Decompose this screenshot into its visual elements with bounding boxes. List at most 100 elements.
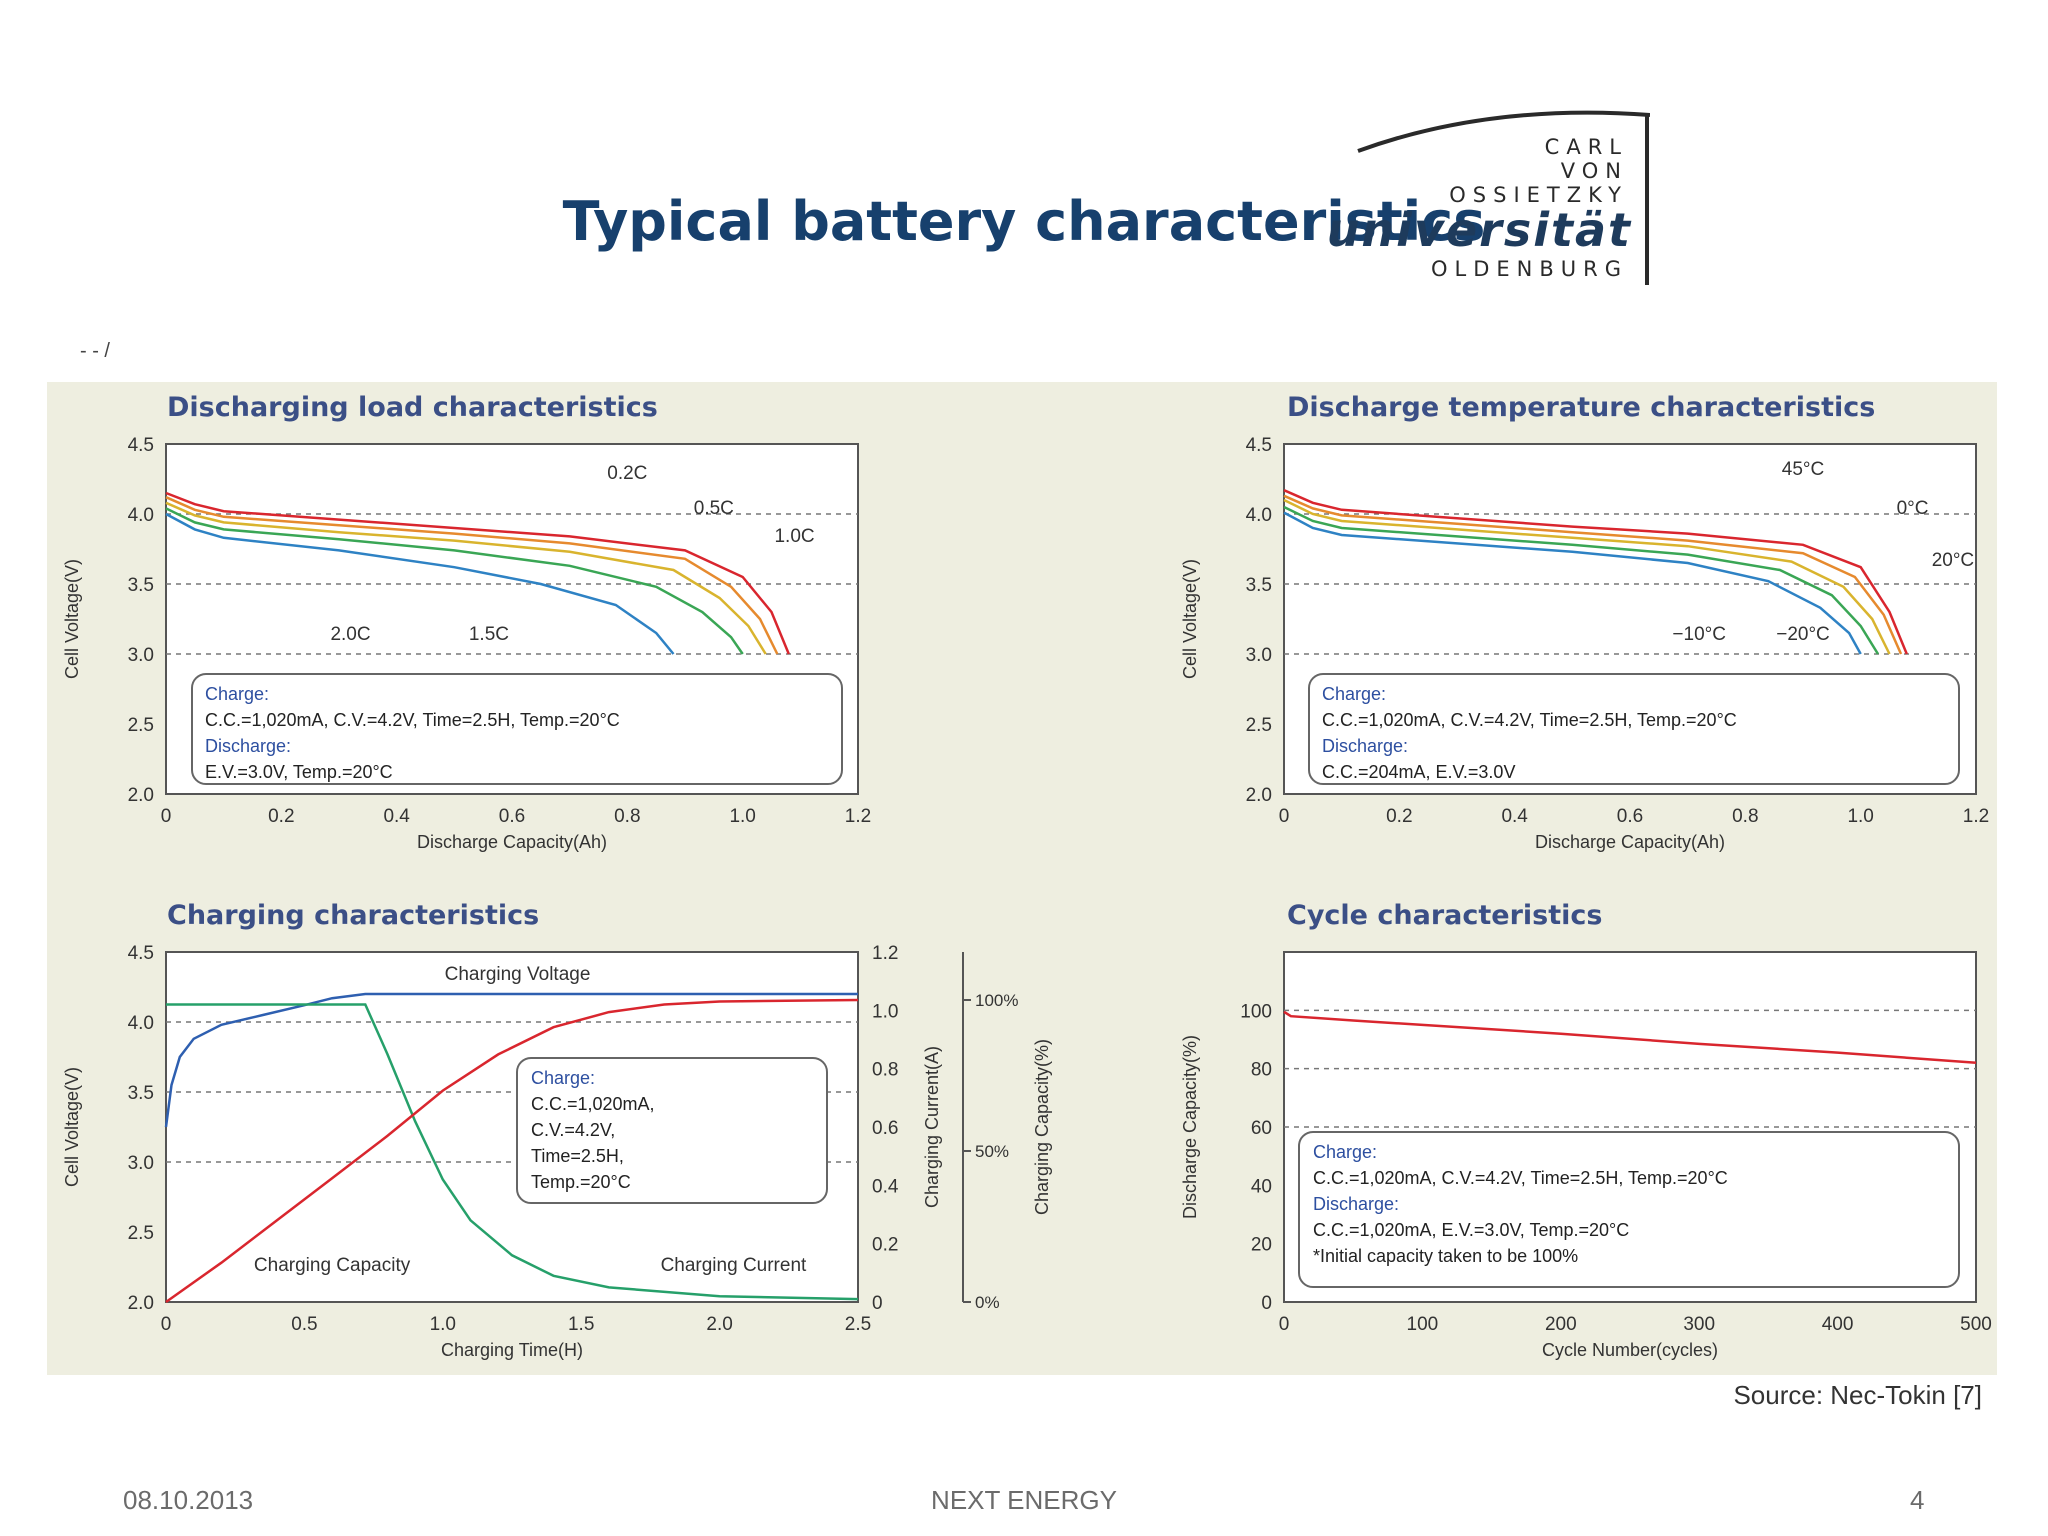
c1-curve-annotation: 1.0C (774, 526, 814, 547)
c3-y2tick-label: 1.0 (872, 1001, 898, 1022)
c1-ytick-label: 2.5 (128, 715, 154, 736)
c1-series-line-3 (165, 507, 744, 655)
c2-ytick-label: 2.0 (1246, 785, 1272, 806)
c3-series-line-1 (166, 1003, 859, 1301)
c3-xtick-label: 0 (161, 1314, 172, 1335)
c3-series-label: Charging Capacity (254, 1255, 411, 1276)
c1-series-line-1 (165, 496, 779, 655)
c2-conditions-line: C.C.=204mA, E.V.=3.0V (1322, 762, 1515, 782)
c1-conditions-line: Discharge: (205, 736, 291, 756)
c3-series-label: Charging Voltage (445, 964, 591, 985)
c3-x-axis-label: Charging Time(H) (441, 1340, 583, 1360)
c2-series-line-3 (1283, 505, 1880, 655)
c3-y2tick-label: 1.2 (872, 943, 898, 964)
c3-y2tick-label: 0.4 (872, 1176, 899, 1197)
c3-xtick-label: 2.5 (845, 1314, 871, 1335)
c4-conditions-line: C.C.=1,020mA, E.V.=3.0V, Temp.=20°C (1313, 1220, 1629, 1240)
c4-series-line-0 (1283, 1010, 1977, 1065)
footer-center-label: NEXT ENERGY (931, 1485, 1117, 1515)
logo-text-von: VON (1560, 159, 1628, 183)
c3-y-axis-label: Cell Voltage(V) (62, 1067, 82, 1187)
c2-xtick-label: 0.8 (1732, 806, 1758, 827)
logo-arc-graphic (1357, 110, 1650, 285)
logo-text-universitat: universität (1326, 203, 1632, 257)
c1-xtick-label: 0 (161, 806, 172, 827)
c1-curve-annotation: 0.2C (607, 463, 647, 484)
c3-ytick-label: 3.0 (128, 1153, 154, 1174)
c2-series-line-0 (1283, 489, 1908, 655)
c3-series-line-0 (164, 992, 858, 1128)
charts-canvas: Discharging load characteristics 2.0 2.5 3.… (62, 392, 1992, 1360)
c3-ytick-label: 4.0 (128, 1013, 154, 1034)
c1-series-line-0 (165, 491, 790, 655)
battery-charts-panel: Discharging load characteristics 2.0 2.5 3.… (47, 382, 1997, 1375)
c4-xtick-label: 100 (1407, 1314, 1439, 1335)
c1-curve-annotation: 0.5C (694, 498, 734, 519)
logo-text-carl: CARL (1544, 135, 1628, 159)
c3-conditions-line: Charge: (531, 1068, 595, 1088)
c2-curve-annotation: −10°C (1672, 624, 1726, 645)
c1-conditions-box (191, 673, 843, 785)
logo-text-ossietzky: OSSIETZKY (1449, 183, 1628, 207)
c1-curve-annotation: 2.0C (330, 624, 370, 645)
c3-y3-axis-label: Charging Capacity(%) (1032, 1039, 1052, 1215)
c1-series-line-2 (165, 501, 767, 655)
c4-ytick-label: 0 (1261, 1293, 1272, 1314)
c4-xtick-label: 200 (1545, 1314, 1577, 1335)
c2-xtick-label: 0.2 (1386, 806, 1412, 827)
c4-conditions-box (1298, 1131, 1960, 1288)
c4-ytick-label: 20 (1251, 1235, 1272, 1256)
c1-title: Discharging load characteristics (167, 392, 658, 423)
c1-conditions-line: Charge: (205, 684, 269, 704)
c3-series-line-2 (165, 998, 859, 1304)
c4-xtick-label: 300 (1683, 1314, 1715, 1335)
c2-curve-annotation: 20°C (1932, 550, 1974, 571)
c1-ytick-label: 3.5 (128, 575, 154, 596)
logo-text-oldenburg: OLDENBURG (1430, 257, 1628, 281)
c2-curve-annotation: 0°C (1897, 498, 1929, 519)
c4-xtick-label: 500 (1960, 1314, 1992, 1335)
footer-date: 08.10.2013 (123, 1485, 254, 1515)
c1-curve-annotation: 1.5C (469, 624, 509, 645)
c3-ytick-label: 4.5 (128, 943, 154, 964)
c3-ytick-label: 2.0 (128, 1293, 154, 1314)
c2-y-axis-label: Cell Voltage(V) (1180, 559, 1200, 679)
c2-title: Discharge temperature characteristics (1287, 392, 1875, 423)
c4-xtick-label: 400 (1822, 1314, 1854, 1335)
c3-ytick-label: 2.5 (128, 1223, 154, 1244)
c1-xtick-label: 0.2 (268, 806, 294, 827)
c1-y-axis-label: Cell Voltage(V) (62, 559, 82, 679)
c2-curve-annotation: 45°C (1782, 459, 1824, 480)
c4-x-axis-label: Cycle Number(cycles) (1542, 1340, 1718, 1360)
c1-series-line-4 (165, 512, 675, 655)
university-logo: CARL VON OSSIETZKY universität OLDENBURG (1327, 105, 1650, 295)
c1-xtick-label: 0.6 (499, 806, 525, 827)
c3-y3tick-label: 50% (975, 1142, 1009, 1161)
c2-xtick-label: 0.6 (1617, 806, 1643, 827)
c2-xtick-label: 0 (1279, 806, 1290, 827)
c4-xtick-label: 0 (1279, 1314, 1290, 1335)
c3-conditions-line: Time=2.5H, (531, 1146, 624, 1166)
source-citation: Source: Nec-Tokin [7] (1733, 1380, 1982, 1410)
c1-xtick-label: 0.4 (383, 806, 410, 827)
c3-xtick-label: 1.0 (430, 1314, 456, 1335)
c3-xtick-label: 1.5 (568, 1314, 594, 1335)
c2-series-line-2 (1283, 498, 1891, 655)
c1-xtick-label: 1.2 (845, 806, 871, 827)
c2-conditions-line: C.C.=1,020mA, C.V.=4.2V, Time=2.5H, Temp… (1322, 710, 1737, 730)
c1-conditions-line: C.C.=1,020mA, C.V.=4.2V, Time=2.5H, Temp… (205, 710, 620, 730)
c1-xtick-label: 0.8 (614, 806, 640, 827)
c3-y3tick-label: 100% (975, 991, 1018, 1010)
c2-ytick-label: 2.5 (1246, 715, 1272, 736)
c1-ytick-label: 4.0 (128, 505, 154, 526)
c2-series-line-1 (1283, 494, 1903, 655)
c3-y2tick-label: 0.6 (872, 1118, 898, 1139)
c3-title: Charging characteristics (167, 900, 539, 931)
c2-series-line-4 (1283, 511, 1862, 655)
c3-conditions-line: C.C.=1,020mA, (531, 1094, 655, 1114)
c3-conditions-line: Temp.=20°C (531, 1172, 631, 1192)
c4-title: Cycle characteristics (1287, 900, 1602, 931)
c3-y3tick-label: 0% (975, 1293, 1000, 1312)
c2-xtick-label: 1.2 (1963, 806, 1989, 827)
c2-conditions-line: Discharge: (1322, 736, 1408, 756)
